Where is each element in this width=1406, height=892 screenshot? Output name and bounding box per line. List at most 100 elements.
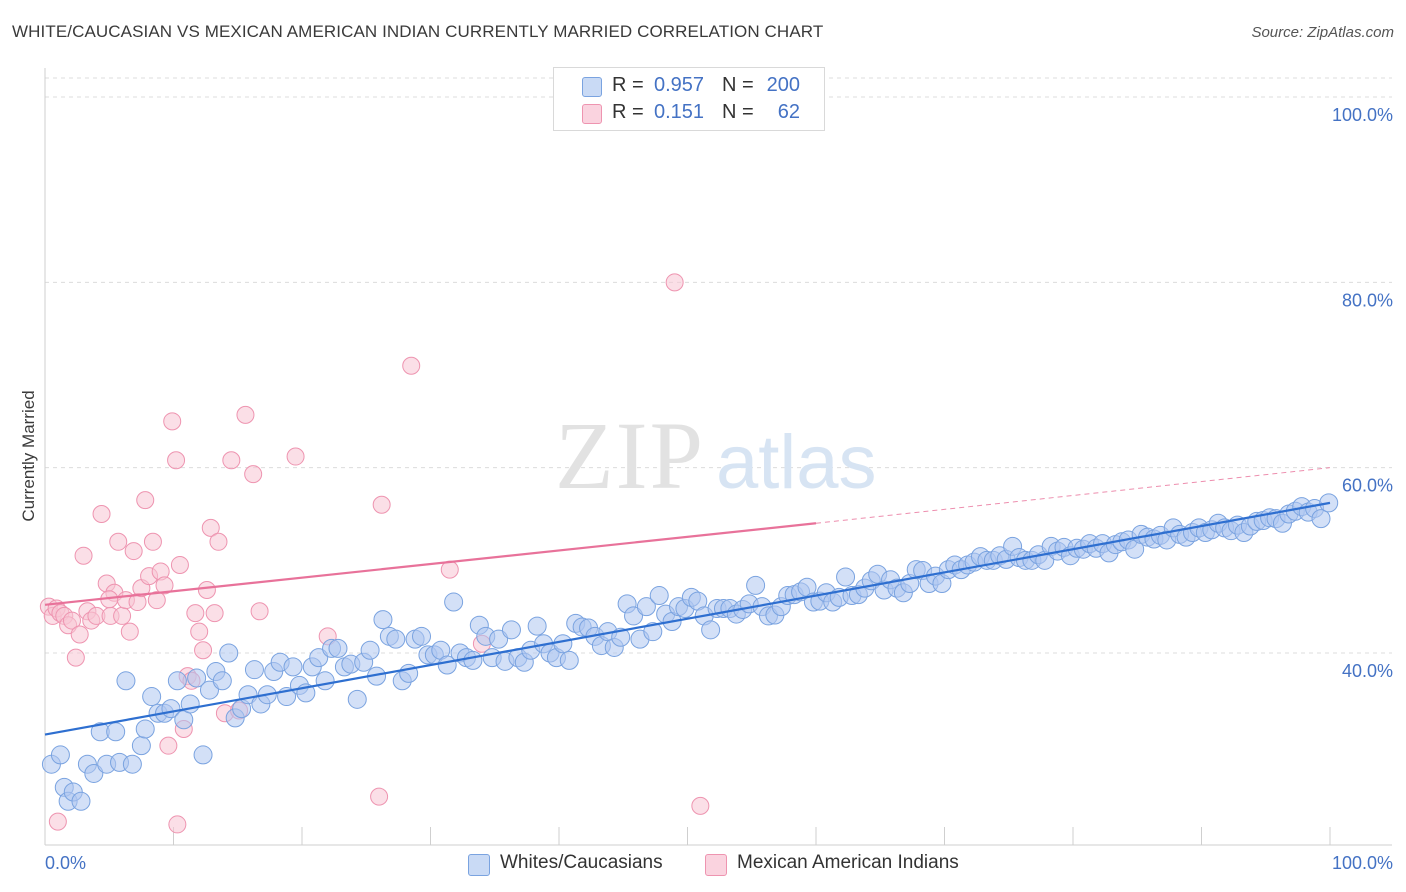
data-point-whites-caucasians — [244, 660, 264, 680]
data-point-mexican-american-indians — [167, 451, 186, 470]
data-point-whites-caucasians — [328, 638, 348, 658]
trend-lines — [44, 467, 1331, 736]
data-point-whites-caucasians — [444, 592, 464, 612]
data-point-whites-caucasians — [553, 634, 573, 654]
data-point-mexican-american-indians — [159, 736, 178, 755]
data-point-mexican-american-indians — [665, 273, 684, 292]
data-point-whites-caucasians — [559, 650, 579, 670]
data-point-whites-caucasians — [360, 640, 380, 660]
data-point-mexican-american-indians — [236, 405, 255, 424]
data-point-whites-caucasians — [649, 586, 669, 606]
data-point-mexican-american-indians — [92, 505, 111, 523]
legend-n-value: 200 — [766, 74, 800, 96]
data-point-whites-caucasians — [71, 791, 91, 811]
bottom-legend-swatch-blue — [468, 854, 490, 876]
data-point-mexican-american-indians — [244, 465, 263, 484]
data-point-whites-caucasians — [212, 671, 232, 691]
data-point-mexican-american-indians — [170, 555, 189, 574]
data-point-mexican-american-indians — [250, 602, 269, 621]
data-point-mexican-american-indians — [209, 532, 228, 551]
data-point-mexican-american-indians — [124, 542, 143, 561]
data-point-whites-caucasians — [463, 650, 483, 670]
data-point-whites-caucasians — [836, 567, 856, 587]
series-whites-caucasians — [41, 493, 1339, 811]
data-point-mexican-american-indians — [370, 787, 389, 806]
data-point-whites-caucasians — [501, 620, 521, 640]
data-point-whites-caucasians — [527, 616, 547, 636]
data-point-mexican-american-indians — [109, 532, 128, 551]
data-point-mexican-american-indians — [186, 604, 205, 623]
data-point-whites-caucasians — [283, 657, 303, 677]
data-point-whites-caucasians — [187, 668, 207, 688]
data-point-whites-caucasians — [489, 629, 509, 649]
y-axis-label: Currently Married — [19, 390, 38, 521]
x-tick-label-max: 100.0% — [1332, 853, 1393, 873]
data-point-whites-caucasians — [643, 622, 663, 642]
data-point-whites-caucasians — [135, 719, 155, 739]
data-point-mexican-american-indians — [168, 815, 187, 834]
data-point-mexican-american-indians — [190, 622, 209, 641]
data-point-whites-caucasians — [309, 648, 329, 668]
data-point-mexican-american-indians — [113, 606, 132, 625]
data-point-whites-caucasians — [386, 629, 406, 649]
data-point-whites-caucasians — [106, 722, 126, 742]
data-point-mexican-american-indians — [201, 518, 220, 537]
data-point-whites-caucasians — [84, 763, 104, 783]
legend-r-label: R = — [612, 101, 644, 123]
data-point-whites-caucasians — [624, 606, 644, 626]
data-point-whites-caucasians — [199, 680, 219, 700]
watermark-atlas: atlas — [716, 420, 877, 505]
legend-r-value: 0.957 — [654, 74, 705, 96]
legend-row-mexican: R = 0.151 N = 62 — [554, 101, 824, 127]
data-point-mexican-american-indians — [48, 812, 67, 831]
data-point-mexican-american-indians — [222, 451, 241, 470]
data-point-mexican-american-indians — [74, 546, 93, 565]
data-point-mexican-american-indians — [194, 641, 213, 660]
data-point-whites-caucasians — [636, 597, 656, 617]
data-point-mexican-american-indians — [120, 622, 139, 641]
legend-row-whites: R = 0.957 N = 200 — [554, 74, 824, 100]
trend-line-mexican — [44, 522, 817, 606]
y-tick-label: 60.0% — [1342, 476, 1393, 496]
data-point-mexican-american-indians — [66, 648, 85, 667]
x-tick-label-min: 0.0% — [45, 853, 86, 873]
legend-swatch-pink — [582, 104, 602, 124]
y-tick-label: 40.0% — [1342, 661, 1393, 681]
data-point-whites-caucasians — [746, 575, 766, 595]
axes — [44, 68, 1392, 846]
legend-n-label: N = — [722, 101, 754, 123]
correlation-legend: R = 0.957 N = 200 R = 0.151 N = 62 — [553, 67, 825, 131]
legend-n-value: 62 — [777, 101, 800, 123]
data-point-whites-caucasians — [412, 626, 432, 646]
y-tick-label: 100.0% — [1332, 105, 1393, 125]
legend-n-label: N = — [722, 74, 754, 96]
gridlines — [45, 77, 1392, 654]
data-point-whites-caucasians — [701, 620, 721, 640]
data-point-whites-caucasians — [167, 671, 187, 691]
data-point-whites-caucasians — [1311, 509, 1331, 529]
data-point-mexican-american-indians — [205, 604, 224, 623]
data-point-mexican-american-indians — [155, 576, 174, 595]
legend-r-value: 0.151 — [654, 101, 705, 123]
data-point-whites-caucasians — [193, 745, 213, 765]
bottom-legend-label: Mexican American Indians — [737, 852, 959, 873]
data-point-whites-caucasians — [116, 671, 136, 691]
data-point-mexican-american-indians — [62, 611, 81, 630]
data-point-mexican-american-indians — [691, 796, 710, 815]
data-point-whites-caucasians — [611, 627, 631, 647]
tick-labels: 40.0% 60.0% 80.0% 100.0% 0.0% 100.0% — [45, 105, 1393, 873]
data-point-mexican-american-indians — [147, 591, 166, 610]
data-point-whites-caucasians — [373, 610, 393, 630]
bottom-legend-label: Whites/Caucasians — [500, 852, 663, 873]
data-point-mexican-american-indians — [136, 491, 155, 510]
watermark-zip: ZIP — [555, 402, 705, 509]
data-point-whites-caucasians — [347, 689, 367, 709]
legend-swatch-blue — [582, 77, 602, 97]
legend-r-label: R = — [612, 74, 644, 96]
data-point-mexican-american-indians — [70, 625, 89, 644]
trend-line-whites — [44, 501, 1331, 736]
data-point-whites-caucasians — [50, 745, 70, 765]
data-point-mexican-american-indians — [402, 356, 421, 375]
data-point-mexican-american-indians — [197, 580, 216, 599]
